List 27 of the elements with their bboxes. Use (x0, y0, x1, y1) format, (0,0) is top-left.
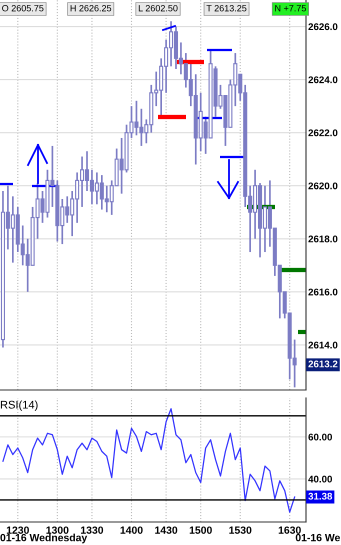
y-tick-label: 60.00 (308, 434, 332, 440)
annotation: N +7.75 (275, 5, 306, 12)
y-tick-label: 2618.0 (308, 236, 338, 242)
y-tick-label: 2624.0 (308, 76, 338, 84)
annotation: 31.38 (308, 492, 332, 500)
annotation: H 2626.25 (70, 5, 112, 12)
annotation: O 2605.75 (2, 5, 44, 12)
x-tick-label: 1630 (278, 526, 301, 534)
y-tick-label: 2616.0 (308, 288, 338, 296)
x-tick-label: 1300 (46, 526, 69, 534)
y-tick-label: 2622.0 (308, 129, 338, 136)
y-tick-label: 2614.0 (308, 342, 338, 349)
annotation: T 2613.25 (206, 5, 246, 12)
x-tick-label: 1230 (6, 526, 29, 534)
y-tick-label: 2620.0 (308, 182, 338, 190)
text: 01-16 We (296, 534, 340, 542)
x-tick-label: 1400 (120, 526, 143, 534)
x-tick-label: 1530 (229, 526, 252, 534)
chart-title: RSI(14) (0, 400, 38, 411)
x-tick-label: 1430 (155, 526, 178, 534)
y-tick-label: 2626.0 (308, 23, 338, 30)
x-tick-label: 1330 (81, 526, 104, 534)
y-tick-label: 40.00 (308, 476, 332, 483)
text: 01-16 Wednesday (0, 534, 88, 544)
annotation: L 2602.50 (138, 5, 178, 12)
annotation: 2613.2 (308, 360, 338, 368)
x-tick-label: 1500 (190, 526, 212, 534)
